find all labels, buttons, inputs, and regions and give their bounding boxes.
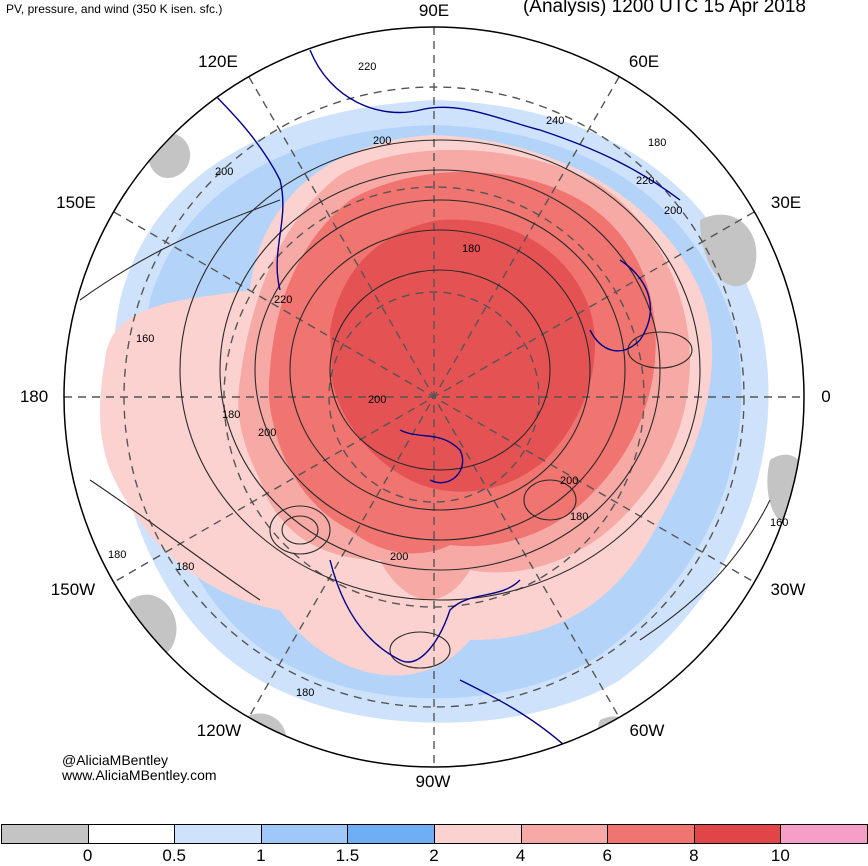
- lon-label-30e: 30E: [770, 193, 802, 212]
- colorbar-swatch: [607, 824, 695, 844]
- contour-label: 180: [296, 687, 314, 699]
- contour-label: 220: [274, 294, 292, 306]
- lon-label-120e: 120E: [198, 52, 238, 71]
- colorbar-label: 8: [689, 846, 699, 865]
- colorbar-swatch: [780, 824, 868, 844]
- colorbar-label: 0: [82, 846, 93, 865]
- lon-label-150w: 150W: [50, 580, 96, 599]
- colorbar-swatch: [693, 824, 782, 844]
- lon-label-90e: 90E: [418, 1, 450, 20]
- contour-label: 180: [222, 409, 240, 421]
- contour-label: 180: [176, 561, 194, 573]
- pv-dark-red-core: [330, 219, 595, 492]
- contour-label: 240: [546, 115, 564, 127]
- contour-label: 160: [136, 333, 154, 345]
- contour-label: 200: [560, 475, 578, 487]
- lon-label-90w: 90W: [415, 772, 451, 791]
- colorbar-swatch: [87, 824, 176, 844]
- contour-label: 200: [215, 166, 233, 178]
- pv-gray-patch: [700, 214, 757, 287]
- colorbar-label: 2: [429, 846, 439, 865]
- pressure-contours: [79, 139, 771, 669]
- contour-label: 180: [462, 243, 480, 255]
- colorbar-swatch: [347, 824, 435, 844]
- contour-label: 200: [390, 551, 408, 563]
- contour-label: 180: [570, 511, 588, 523]
- lon-label-60e: 60E: [628, 52, 660, 71]
- lon-label-180: 180: [19, 387, 49, 406]
- contour-label: 200: [258, 427, 276, 439]
- colorbar-label: 6: [602, 846, 612, 865]
- contour-label: 160: [770, 517, 788, 529]
- contour-label: 200: [664, 205, 682, 217]
- contour-label-group: 220 240 180 220 200 200 160 180 200 220 …: [108, 61, 788, 699]
- colorbar-swatch: [1, 824, 89, 844]
- lon-label-150e: 150E: [56, 193, 96, 212]
- map-title: (Analysis) 1200 UTC 15 Apr 2018: [522, 0, 806, 17]
- colorbar-swatch: [260, 824, 349, 844]
- credit-site: www.AliciaMBentley.com: [62, 767, 217, 783]
- map-boundary: [63, 26, 805, 768]
- colorbar-label: 10: [770, 846, 790, 865]
- contour-label: 200: [373, 135, 391, 147]
- colorbar-label: 0.5: [162, 846, 187, 865]
- contour-label: 220: [636, 175, 654, 187]
- lon-label-30w: 30W: [770, 580, 806, 599]
- contour-label: 180: [108, 549, 126, 561]
- colorbar-label: 4: [515, 846, 526, 865]
- colorbar-swatch: [174, 824, 262, 844]
- colorbar-swatch: [434, 824, 522, 844]
- colorbar-label: 1.5: [335, 846, 360, 865]
- credit-handle: @AliciaMBentley: [62, 752, 169, 768]
- colorbar-swatch: [520, 824, 609, 844]
- lon-label-60w: 60W: [629, 721, 665, 740]
- colorbar-label: 1: [256, 846, 266, 865]
- contour-label: 220: [358, 61, 376, 73]
- lon-label-0: 0: [821, 387, 831, 406]
- map-subtitle: PV, pressure, and wind (350 K isen. sfc.…: [6, 2, 223, 16]
- lon-label-120w: 120W: [196, 721, 242, 740]
- contour-label: 180: [648, 137, 666, 149]
- contour-label: 200: [368, 394, 386, 406]
